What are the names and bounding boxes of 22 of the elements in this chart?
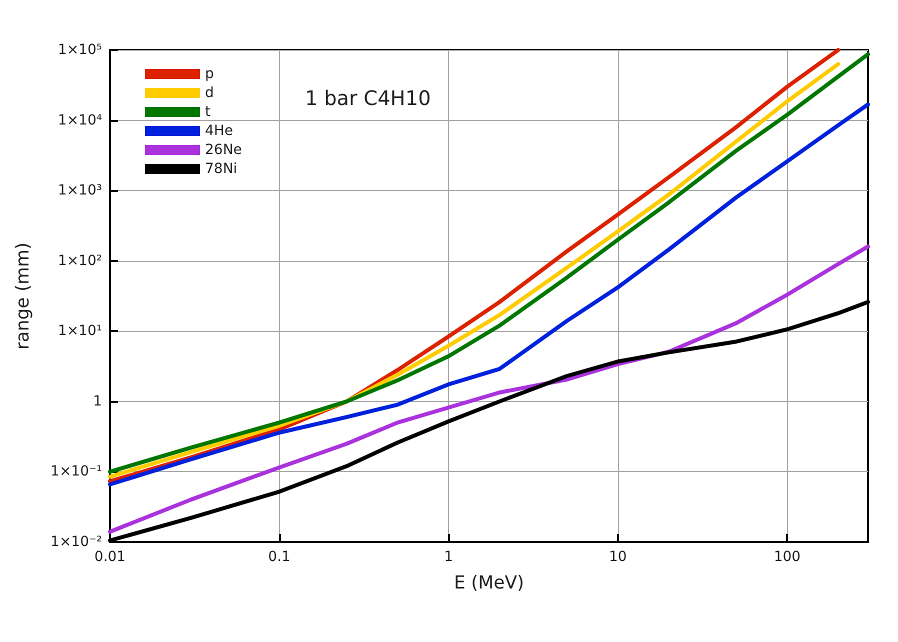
- legend-label: t: [205, 104, 211, 120]
- y-tick-label: 1: [93, 393, 102, 410]
- x-tick-label: 100: [774, 549, 801, 565]
- legend-label: 78Ni: [205, 161, 238, 177]
- y-tick-label: 1×10⁵: [58, 42, 102, 58]
- legend-label: p: [205, 66, 214, 82]
- x-axis-title: E (MeV): [454, 572, 524, 594]
- y-axis-title: range (mm): [12, 242, 34, 350]
- y-tick-label: 1×10¹: [58, 323, 102, 340]
- y-tick-label: 1×10³: [58, 182, 102, 199]
- x-tick-label: 0.1: [268, 549, 290, 565]
- x-tick-label: 1: [444, 549, 454, 565]
- y-tick-label: 1×10⁻²: [50, 534, 102, 550]
- legend-label: 4He: [205, 123, 234, 139]
- y-tick-label: 1×10⁴: [58, 112, 102, 128]
- legend-label: 26Ne: [205, 142, 242, 158]
- annotation: 1 bar C4H10: [305, 86, 431, 110]
- legend-label: d: [205, 85, 214, 101]
- x-tick-label: 0.01: [94, 549, 126, 565]
- y-tick-label: 1×10²: [58, 252, 102, 269]
- x-tick-label: 10: [609, 549, 627, 565]
- y-tick-label: 1×10⁻¹: [50, 464, 102, 480]
